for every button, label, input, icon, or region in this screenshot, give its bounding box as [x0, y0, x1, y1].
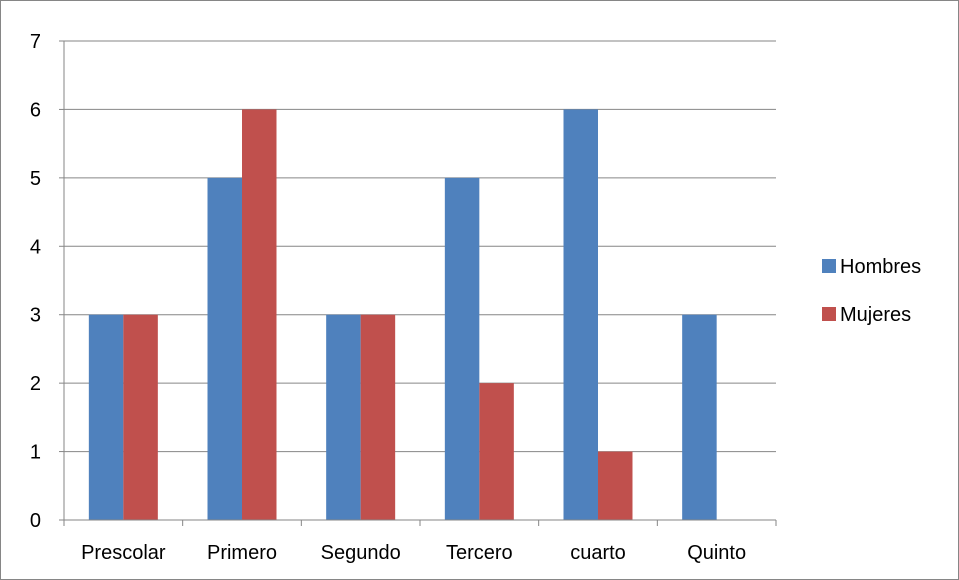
x-tick-label: Quinto: [687, 542, 746, 564]
legend-label-mujeres: Mujeres: [840, 304, 911, 326]
y-tick-labels: 0 1 2 3 4 5 6 7: [30, 31, 41, 532]
legend-swatch-hombres: [822, 259, 836, 273]
legend: Hombres Mujeres: [822, 256, 921, 326]
x-tick-label: Segundo: [321, 542, 401, 564]
gridlines: [64, 40, 776, 453]
y-tick-label: 1: [30, 442, 41, 464]
bar-hombres-segundo: [326, 314, 361, 520]
x-tick-label: Primero: [207, 542, 277, 564]
y-tick-label: 7: [30, 31, 41, 53]
bar-mujeres-cuarto: [598, 451, 633, 520]
bars: [88, 109, 717, 520]
y-tick-label: 2: [30, 373, 41, 395]
bar-mujeres-primero: [242, 109, 277, 520]
y-tick-label: 0: [30, 510, 41, 532]
bar-hombres-primero: [207, 177, 242, 520]
bar-mujeres-tercero: [479, 383, 514, 520]
x-tick-label: cuarto: [570, 542, 626, 564]
legend-label-hombres: Hombres: [840, 256, 921, 278]
y-tick-label: 4: [30, 236, 41, 258]
legend-swatch-mujeres: [822, 307, 836, 321]
bar-hombres-prescolar: [88, 314, 124, 520]
axes: [59, 40, 777, 526]
x-tick-label: Tercero: [446, 542, 513, 564]
y-tick-label: 6: [30, 99, 41, 121]
bar-hombres-quinto: [682, 314, 717, 520]
bar-hombres-cuarto: [563, 109, 598, 520]
bar-mujeres-segundo: [360, 314, 396, 520]
bar-mujeres-prescolar: [123, 314, 158, 520]
y-tick-label: 3: [30, 305, 41, 327]
x-tick-labels: Prescolar Primero Segundo Tercero cuarto Quin…: [81, 542, 746, 564]
y-tick-label: 5: [30, 168, 41, 190]
bar-hombres-tercero: [444, 177, 480, 520]
x-tick-label: Prescolar: [81, 542, 166, 564]
